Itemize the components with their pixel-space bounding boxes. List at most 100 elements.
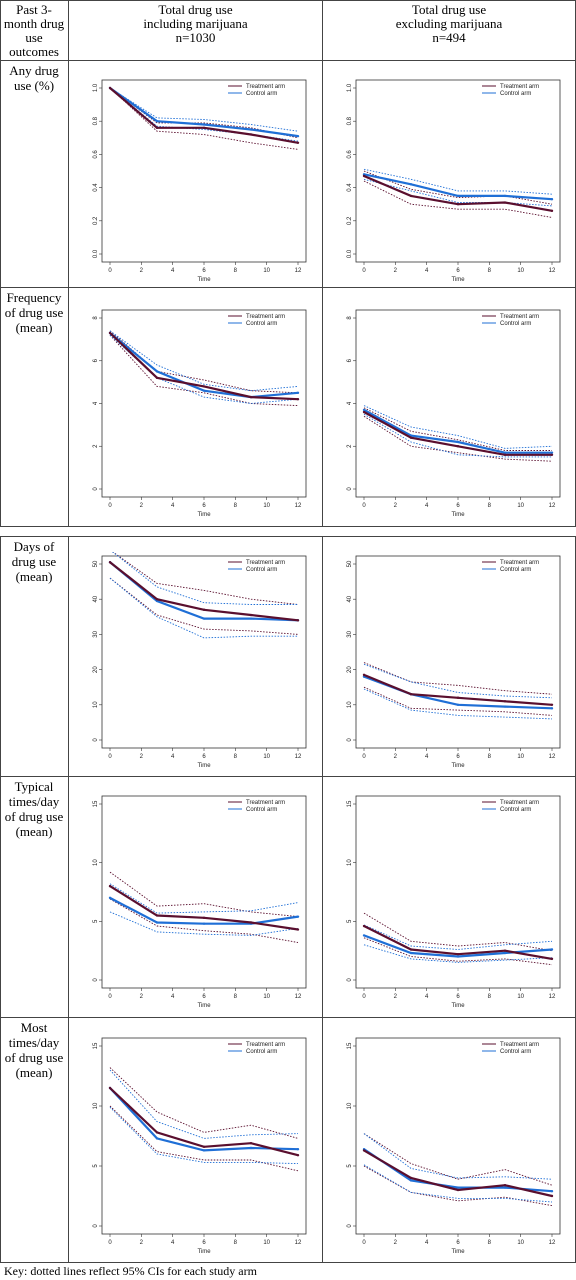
data-point-treatment — [409, 436, 413, 439]
data-point-control — [409, 183, 413, 186]
x-tick-label: 2 — [394, 994, 398, 1000]
x-tick-label: 12 — [549, 503, 556, 509]
data-point-treatment — [456, 696, 460, 699]
legend-label-control: Control arm — [246, 567, 277, 573]
data-point-control — [202, 1149, 206, 1152]
data-point-treatment — [362, 673, 366, 677]
y-tick-label: 5 — [347, 1164, 353, 1168]
data-point-control — [296, 915, 300, 918]
table-border-row4 — [0, 1017, 576, 1018]
series-line-treatment — [109, 1087, 299, 1157]
plot-frame — [355, 79, 561, 263]
x-tick-label: 8 — [234, 503, 238, 509]
ci-lower-control — [363, 944, 553, 963]
ci-lower-control — [363, 413, 552, 458]
ci-upper-control — [109, 330, 299, 392]
data-point-control — [155, 921, 159, 924]
data-point-treatment — [108, 884, 112, 888]
x-tick-label: 2 — [394, 1240, 398, 1246]
table-border-row1 — [0, 287, 576, 288]
chart-cell-r3-c1: 0 5 10 15 0 2 4 6 8 10 12 Time Treatment arm Control … — [336, 792, 564, 1012]
data-point-treatment — [202, 608, 206, 611]
row-label-any-drug-use: Any drug use (%) — [9, 63, 59, 93]
x-tick-label: 6 — [456, 994, 460, 1000]
data-point-treatment — [550, 957, 554, 961]
ci-upper-treatment — [363, 912, 553, 952]
chart-svg-r2-c1: 0 10 20 30 40 50 0 2 4 6 8 10 12 Time Treatment armCon… — [347, 555, 561, 769]
plot-frame — [355, 309, 561, 498]
ci-upper-control — [109, 1069, 299, 1139]
x-tick-label: 2 — [394, 754, 398, 760]
chart-cell-r0-c1: 0.0 0.2 0.4 0.6 0.8 1.0 0 2 4 6 8 10 12 Time Treatment… — [336, 76, 564, 286]
legend-label-control: Control arm — [246, 807, 277, 813]
series-line-control — [109, 1087, 299, 1152]
x-tick-label: 0 — [108, 754, 112, 760]
x-axis-label: Time — [197, 1249, 211, 1255]
plot-frame — [101, 555, 307, 749]
y-tick-label: 0 — [93, 978, 99, 982]
y-tick-label: 20 — [93, 666, 99, 673]
ci-lower-treatment — [109, 87, 299, 150]
table-divider-col2 — [322, 0, 323, 527]
x-tick-label: 2 — [140, 268, 144, 274]
legend-label-treatment: Treatment arm — [246, 800, 285, 806]
y-tick-label: 5 — [93, 1164, 99, 1168]
x-tick-label: 0 — [362, 754, 366, 760]
y-tick-label: 0 — [93, 738, 99, 742]
ci-upper-treatment — [112, 552, 299, 605]
ci-upper-control — [363, 168, 553, 195]
data-point-control — [362, 408, 366, 412]
y-tick-label: 0.6 — [93, 150, 99, 159]
y-tick-label: 15 — [93, 1042, 99, 1049]
data-point-treatment — [249, 395, 253, 399]
data-point-control — [503, 194, 507, 198]
x-tick-label: 0 — [362, 503, 366, 509]
data-point-treatment — [202, 1145, 206, 1148]
x-tick-label: 8 — [488, 503, 492, 509]
x-tick-label: 8 — [234, 754, 238, 760]
y-tick-label: 30 — [347, 630, 353, 637]
data-point-control — [362, 934, 366, 937]
y-tick-label: 0 — [347, 738, 353, 742]
ci-upper-treatment — [363, 407, 552, 451]
data-point-treatment — [409, 1176, 413, 1180]
data-point-control — [409, 951, 413, 955]
plot-frame — [355, 555, 561, 749]
x-tick-label: 2 — [140, 503, 144, 509]
x-axis-label: Time — [197, 512, 211, 518]
chart-svg-r0-c0: 0.0 0.2 0.4 0.6 0.8 1.0 0 2 4 6 8 10 12 Time Treatment… — [93, 79, 307, 283]
y-tick-label: 10 — [93, 701, 99, 708]
y-tick-label: 0.4 — [347, 183, 353, 192]
data-point-treatment — [362, 1149, 366, 1152]
ci-upper-control — [363, 1133, 553, 1180]
y-tick-label: 10 — [347, 1102, 353, 1109]
legend-label-control: Control arm — [500, 321, 531, 327]
chart-svg-r4-c1: 0 5 10 15 0 2 4 6 8 10 12 Time Treatment armControl … — [347, 1037, 561, 1255]
data-point-treatment — [503, 1184, 507, 1187]
chart-svg-r3-c0: 0 5 10 15 0 2 4 6 8 10 12 Time Treatment armControl … — [93, 795, 307, 1009]
ci-upper-treatment — [363, 170, 553, 205]
x-tick-label: 2 — [140, 994, 144, 1000]
y-tick-label: 4 — [93, 401, 99, 405]
data-point-treatment — [456, 203, 460, 206]
x-tick-label: 10 — [517, 268, 524, 274]
data-point-treatment — [202, 385, 206, 388]
chart-cell-r0-c0: 0.0 0.2 0.4 0.6 0.8 1.0 0 2 4 6 8 10 12 Time Treatment… — [82, 76, 310, 286]
x-tick-label: 4 — [425, 754, 429, 760]
x-tick-label: 4 — [425, 1240, 429, 1246]
chart-cell-r3-c0: 0 5 10 15 0 2 4 6 8 10 12 Time Treatment arm Control … — [82, 792, 310, 1012]
y-tick-label: 0.2 — [347, 216, 353, 225]
data-point-treatment — [202, 126, 206, 130]
table-border-gap — [0, 536, 576, 537]
ci-lower-treatment — [363, 415, 553, 462]
x-tick-label: 12 — [549, 1240, 556, 1246]
ci-upper-control — [363, 663, 553, 699]
data-point-treatment — [155, 126, 159, 130]
x-tick-label: 12 — [295, 994, 302, 1000]
y-tick-label: 40 — [93, 595, 99, 602]
y-tick-label: 20 — [347, 666, 353, 673]
data-point-control — [108, 896, 112, 900]
x-tick-label: 10 — [263, 1240, 270, 1246]
data-point-treatment — [409, 948, 413, 951]
